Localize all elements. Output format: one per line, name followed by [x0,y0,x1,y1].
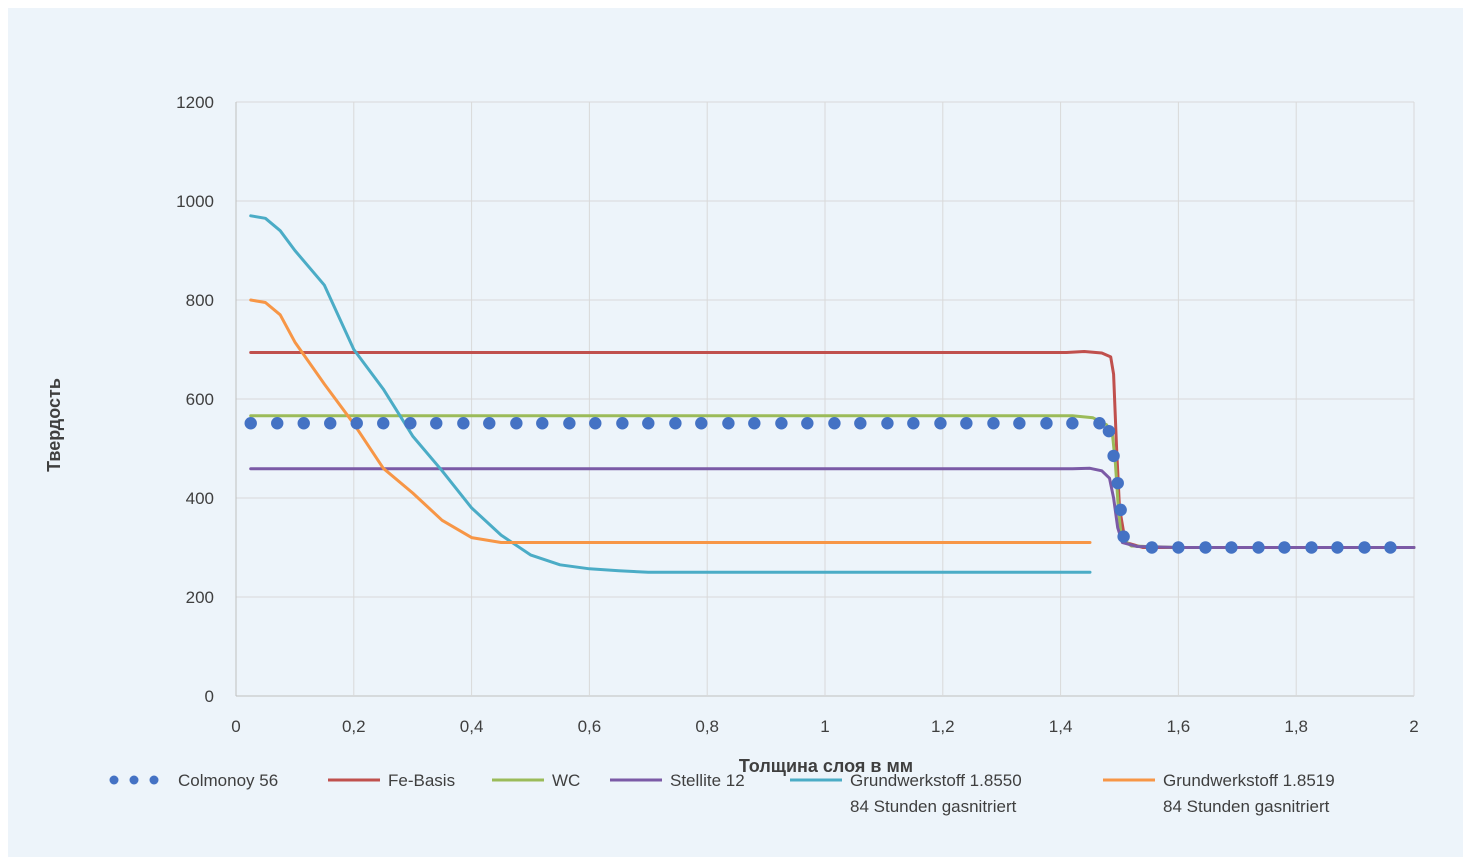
x-tick-label: 0,4 [460,717,484,736]
data-point [642,417,655,430]
data-point [324,417,337,430]
data-point [430,417,443,430]
legend-label: 84 Stunden gasnitriert [1163,797,1330,816]
x-tick-label: 2 [1409,717,1418,736]
data-point [563,417,576,430]
legend-item: Grundwerkstoff 1.8519 84 Stunden gasnitri… [1103,771,1335,816]
x-tick-label: 1,4 [1049,717,1073,736]
data-point [404,417,417,430]
data-point [934,417,947,430]
data-point [1111,476,1124,490]
legend-item: Stellite 12 [610,771,745,790]
legend-item: Fe-Basis [328,771,455,790]
data-point [1013,417,1026,430]
data-point [775,417,788,430]
y-tick-label: 1000 [176,192,214,211]
series-line-2 [249,414,1416,549]
legend-label: 84 Stunden gasnitriert [850,797,1017,816]
chart-area [8,8,1463,857]
series-layer [244,214,1416,574]
data-point [377,417,390,430]
x-axis-title: Толщина слоя в мм [739,756,913,776]
data-point [616,417,629,430]
y-tick-label: 600 [186,390,214,409]
x-tick-label: 0,8 [695,717,719,736]
data-point [1107,449,1120,463]
data-point [801,417,814,430]
data-point [828,417,841,430]
data-point [244,417,257,430]
data-point [987,417,1000,430]
data-point [1305,541,1318,554]
data-point [1102,424,1116,438]
y-tick-label: 0 [205,687,214,706]
y-tick-label: 400 [186,489,214,508]
data-point [1093,417,1106,430]
x-tick-labels: 0 0,2 0,4 0,6 0,8 1 1,2 1,4 1,6 1,8 2 [231,717,1418,736]
y-tick-label: 800 [186,291,214,310]
data-point [881,417,894,430]
gridlines [235,101,1415,697]
data-point [1331,541,1344,554]
data-point [1145,541,1159,554]
legend-label: Grundwerkstoff 1.8550 [850,771,1022,790]
series-line-5 [249,298,1092,544]
legend-label: WC [552,771,580,790]
y-axis-title: Твердость [44,378,64,472]
data-point [1384,541,1397,554]
legend-item: Colmonoy 56 [109,771,278,790]
y-tick-label: 1200 [176,93,214,112]
data-point [1199,541,1212,554]
data-point [854,417,867,430]
x-tick-label: 0 [231,717,240,736]
legend-item: Grundwerkstoff 1.8550 84 Stunden gasnitri… [790,771,1022,816]
data-point [1172,541,1185,554]
legend: Colmonoy 56 Fe-Basis WC Stellite 12 Grundwer… [109,771,1335,816]
data-point [350,417,363,430]
data-point [1358,541,1371,554]
x-tick-label: 1 [820,717,829,736]
legend-marker [109,775,119,785]
legend-label: Colmonoy 56 [178,771,278,790]
data-point [1252,541,1265,554]
legend-label: Grundwerkstoff 1.8519 [1163,771,1335,790]
legend-marker [129,775,139,785]
data-point [1066,417,1079,430]
data-point [297,417,310,430]
data-point [1278,541,1291,554]
series-colmonoy-56 [244,417,1397,554]
y-tick-label: 200 [186,588,214,607]
y-tick-labels: 0 200 400 600 800 1000 1200 [176,93,214,706]
data-point [271,417,284,430]
x-tick-label: 0,6 [578,717,602,736]
data-point [457,417,470,430]
x-tick-label: 0,2 [342,717,366,736]
data-point [536,417,549,430]
data-point [722,417,735,430]
data-point [669,417,682,430]
data-point [1040,417,1053,430]
legend-marker [149,775,159,785]
data-point [695,417,708,430]
data-point [1114,503,1127,517]
legend-label: Stellite 12 [670,771,745,790]
series-line-4 [249,214,1092,574]
data-point [589,417,602,430]
x-tick-label: 1,2 [931,717,955,736]
data-point [483,417,496,430]
x-tick-label: 1,6 [1167,717,1191,736]
x-tick-label: 1,8 [1284,717,1308,736]
data-point [748,417,761,430]
data-point [1225,541,1238,554]
data-point [907,417,920,430]
legend-item: WC [492,771,580,790]
data-point [1117,530,1130,543]
data-point [960,417,973,430]
series-line-3 [249,466,1416,549]
data-point [510,417,523,430]
legend-label: Fe-Basis [388,771,455,790]
